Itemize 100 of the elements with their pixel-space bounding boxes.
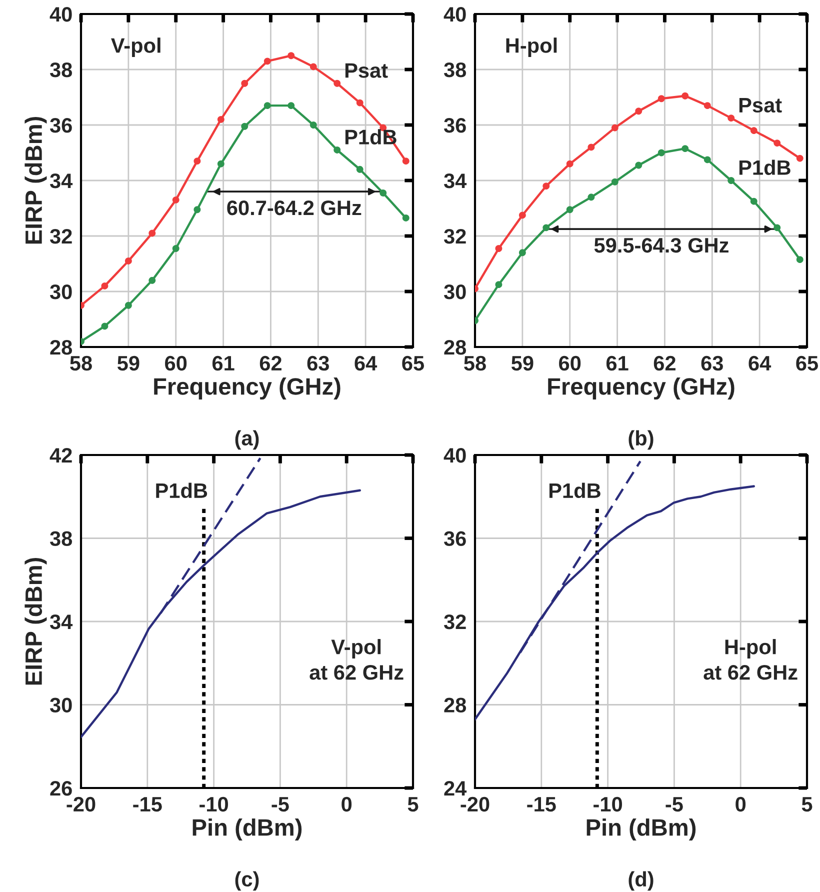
y-tick-label: 30 [50, 284, 72, 300]
y-tick-label: 28 [444, 340, 466, 355]
point [566, 160, 574, 168]
x-tick-label: -5 [666, 797, 683, 812]
y-tick-label: 38 [444, 62, 466, 78]
point [682, 145, 689, 152]
point [635, 162, 642, 169]
x-tick-label: 62 [260, 356, 282, 371]
y-tick-label: 32 [444, 614, 466, 630]
point [704, 102, 711, 110]
point [288, 102, 295, 110]
point [264, 102, 271, 110]
point [217, 116, 224, 123]
point [356, 166, 364, 173]
point [217, 160, 224, 168]
point [566, 206, 574, 214]
x-tick-label: 5 [408, 797, 418, 812]
y-tick-label: 28 [444, 698, 466, 713]
x-tick-label: 63 [307, 356, 329, 371]
point [334, 80, 341, 87]
x-tick-label: -10 [594, 796, 622, 812]
point [124, 302, 132, 309]
point [588, 144, 595, 151]
x-axis-title: Pin (dBm) [586, 818, 696, 841]
y-tick-label: 38 [50, 531, 72, 546]
series-label: P1dB [739, 160, 790, 175]
point [774, 224, 781, 232]
ref-line-label: 60.7-64.2 GHz [227, 200, 362, 216]
point [172, 196, 180, 204]
x-axis-title: Pin (dBm) [192, 818, 302, 841]
y-axis-title: EIRP (dBm) [24, 558, 47, 685]
x-tick-label: 65 [796, 356, 818, 371]
point [796, 154, 804, 162]
x-tick-label: 63 [701, 356, 723, 371]
y-tick-label: 32 [50, 229, 72, 244]
x-tick-label: 0 [342, 796, 352, 812]
point [241, 80, 248, 87]
point [728, 114, 735, 122]
point [588, 194, 595, 201]
point [611, 124, 618, 132]
annotation: V-pol [111, 38, 160, 58]
point [750, 127, 758, 134]
x-tick-label: 0 [736, 796, 746, 812]
y-tick-label: 36 [444, 118, 466, 133]
y-tick-label: 34 [50, 174, 73, 188]
y-tick-label: 34 [50, 614, 73, 630]
x-tick-label: -15 [527, 797, 556, 812]
annotation: V-pol at 62 GHz [310, 639, 404, 680]
point [194, 158, 201, 165]
text: (c) [235, 871, 259, 891]
x-axis-title: Frequency (GHz) [154, 378, 340, 400]
y-tick-label: 38 [50, 62, 72, 78]
point [658, 149, 665, 156]
x-tick-label: 64 [748, 356, 772, 371]
point [148, 276, 156, 284]
x-tick-label: 61 [212, 356, 234, 371]
y-tick-label: 40 [50, 7, 72, 22]
point [310, 63, 317, 70]
point [310, 122, 317, 128]
point [288, 52, 295, 60]
point [380, 190, 387, 196]
annotation: H-pol at 62 GHz [704, 639, 798, 680]
y-tick-label: 36 [50, 118, 72, 133]
point [148, 230, 156, 237]
point [172, 245, 180, 252]
y-tick-label: 40 [444, 448, 466, 463]
annotation: H-pol [506, 38, 557, 58]
point [264, 58, 271, 65]
point [334, 146, 341, 154]
point [796, 256, 804, 264]
point [704, 156, 711, 164]
x-tick-label: 60 [559, 356, 581, 371]
point [101, 322, 108, 330]
y-axis-title: EIRP (dBm) [24, 116, 47, 244]
x-tick-label: -10 [200, 796, 228, 812]
x-tick-label: -20 [460, 796, 490, 812]
x-tick-label: 61 [606, 356, 628, 371]
x-tick-label: 5 [802, 797, 812, 812]
y-tick-label: 26 [50, 781, 72, 796]
x-tick-label: 62 [654, 356, 676, 371]
x-tick-label: 60 [165, 356, 187, 371]
ref-line-label: P1dB [156, 482, 208, 498]
text: (b) [628, 430, 654, 450]
point [682, 92, 689, 100]
series-label: Psat [345, 63, 388, 78]
series-label: Psat [739, 98, 782, 113]
point [658, 95, 665, 102]
point [402, 214, 410, 222]
point [124, 258, 132, 264]
y-tick-label: 42 [50, 448, 72, 463]
ref-line-label: P1dB [549, 482, 600, 498]
point [728, 177, 735, 184]
point [635, 108, 642, 115]
point [402, 158, 410, 165]
ref-line-label: 59.5-64.3 GHz [594, 238, 728, 253]
x-tick-label: 58 [464, 356, 486, 371]
x-axis-title: Frequency (GHz) [548, 378, 734, 400]
point [241, 122, 248, 130]
point [495, 281, 502, 288]
point [774, 140, 781, 147]
